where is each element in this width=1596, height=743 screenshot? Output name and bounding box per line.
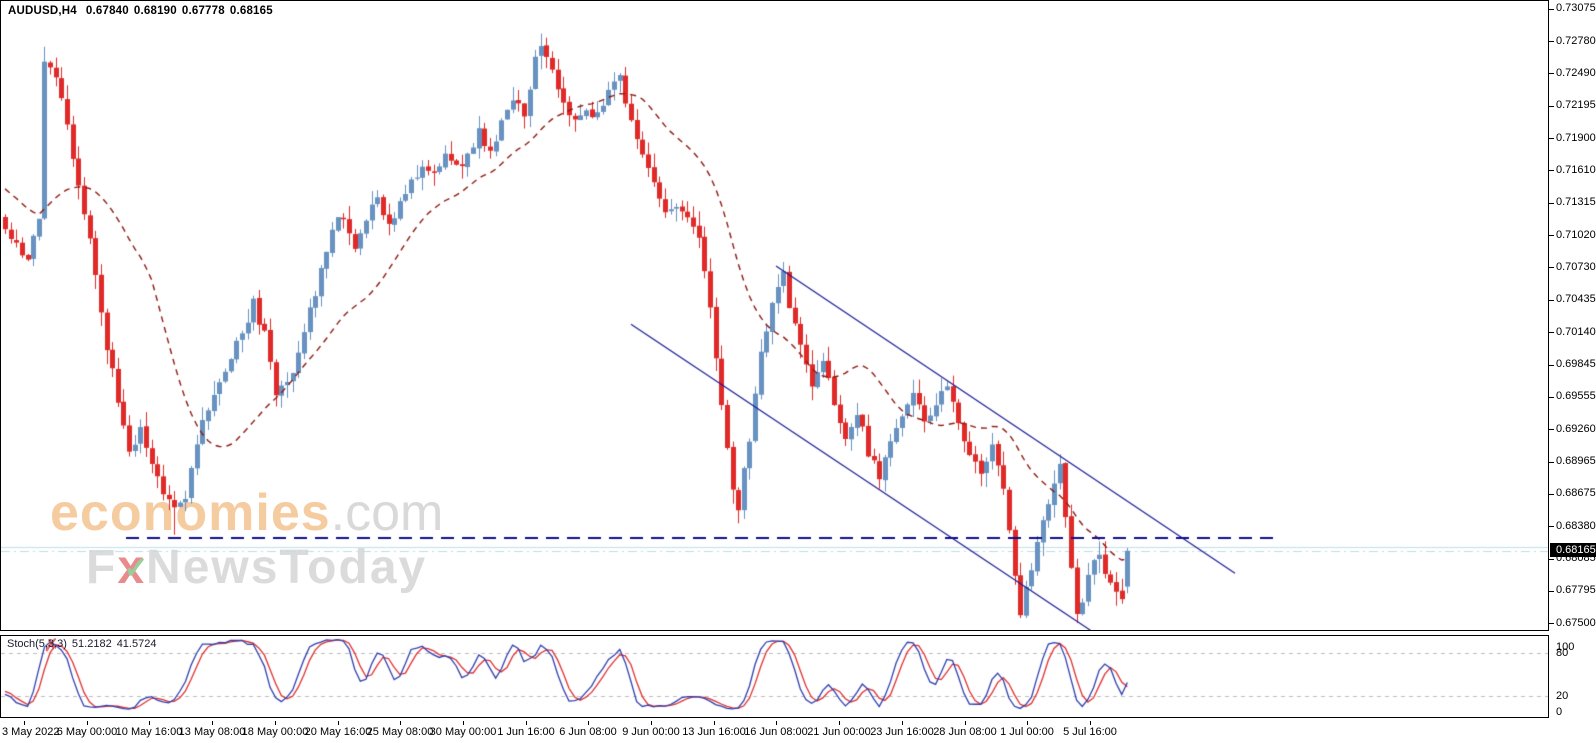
price-tick-mark: [1549, 559, 1554, 560]
stochastic-panel: [0, 635, 1549, 718]
time-tick-mark: [1027, 721, 1028, 725]
time-tick-label: 10 May 16:00: [115, 726, 183, 738]
price-tick-label: 0.72780: [1556, 35, 1596, 47]
time-tick-mark: [776, 721, 777, 725]
price-tick-label: 0.68965: [1556, 455, 1596, 467]
price-tick-mark: [1549, 170, 1554, 171]
low-value: 0.67778: [181, 5, 225, 17]
current-price-badge: 0.68165: [1550, 543, 1596, 557]
stoch-indicator-label: Stoch(5,3,3) 51.2182 41.5724: [7, 638, 161, 650]
chart-ohlc-title: AUDUSD,H4 0.67840 0.68190 0.67778 0.68165: [8, 5, 278, 17]
time-tick-label: 18 May 00:00: [241, 726, 309, 738]
time-tick-label: 6 Jun 08:00: [559, 726, 617, 738]
time-tick-label: 25 May 08:00: [366, 726, 434, 738]
time-tick-mark: [24, 721, 25, 725]
time-tick-label: 5 Jul 16:00: [1063, 726, 1117, 738]
time-tick-label: 21 Jun 00:00: [807, 726, 871, 738]
stoch-scale-label: 80: [1556, 647, 1569, 659]
price-tick-mark: [1549, 138, 1554, 139]
price-tick-mark: [1549, 300, 1554, 301]
high-value: 0.68190: [133, 5, 177, 17]
time-tick-label: 3 May 2022: [2, 726, 60, 738]
time-tick-mark: [526, 721, 527, 725]
price-tick-mark: [1549, 106, 1554, 107]
stoch-chart-canvas[interactable]: [1, 636, 1548, 717]
price-tick-mark: [1549, 203, 1554, 204]
time-tick-mark: [463, 721, 464, 725]
close-value: 0.68165: [229, 5, 273, 17]
price-tick-label: 0.69555: [1556, 390, 1596, 402]
price-tick-mark: [1549, 494, 1554, 495]
price-tick-label: 0.67795: [1556, 584, 1596, 596]
price-tick-label: 0.71315: [1556, 196, 1596, 208]
price-axis[interactable]: 0.68165 0.73075 0.72780 0.72490 0.72195 0.71…: [1549, 0, 1596, 721]
time-tick-mark: [588, 721, 589, 725]
time-tick-label: 13 May 08:00: [178, 726, 246, 738]
time-tick-mark: [839, 721, 840, 725]
time-tick-mark: [338, 721, 339, 725]
time-tick-mark: [902, 721, 903, 725]
open-value: 0.67840: [85, 5, 129, 17]
price-tick-mark: [1549, 365, 1554, 366]
stoch-scale-label: 0: [1556, 706, 1563, 718]
stoch-scale-label: 20: [1556, 690, 1569, 702]
time-tick-label: 30 May 00:00: [429, 726, 497, 738]
time-tick-label: 9 Jun 00:00: [622, 726, 680, 738]
stoch-name-label: Stoch(5,3,3): [7, 638, 67, 650]
price-chart-canvas[interactable]: [1, 1, 1548, 630]
price-tick-mark: [1549, 623, 1554, 624]
price-tick-mark: [1549, 332, 1554, 333]
watermark-x-mark-icon: ✗: [44, 636, 59, 655]
price-tick-mark: [1549, 526, 1554, 527]
price-tick-mark: [1549, 41, 1554, 42]
price-tick-label: 0.68380: [1556, 520, 1596, 532]
price-tick-label: 0.68675: [1556, 487, 1596, 499]
price-tick-label: 0.71610: [1556, 164, 1596, 176]
time-axis[interactable]: 3 May 2022 6 May 00:00 10 May 16:00 13 May …: [0, 721, 1549, 743]
time-tick-mark: [1090, 721, 1091, 725]
price-tick-label: 0.69260: [1556, 423, 1596, 435]
price-tick-mark: [1549, 397, 1554, 398]
time-tick-mark: [87, 721, 88, 725]
stoch-scale-label: 100: [1556, 641, 1575, 653]
price-tick-mark: [1549, 591, 1554, 592]
time-tick-label: 16 Jun 08:00: [744, 726, 808, 738]
time-tick-mark: [212, 721, 213, 725]
time-tick-mark: [651, 721, 652, 725]
time-tick-label: 23 Jun 16:00: [870, 726, 934, 738]
time-tick-mark: [275, 721, 276, 725]
price-tick-label: 0.67500: [1556, 617, 1596, 629]
time-tick-label: 28 Jun 08:00: [933, 726, 997, 738]
price-tick-label: 0.71900: [1556, 132, 1596, 144]
time-tick-label: 6 May 00:00: [56, 726, 118, 738]
main-chart-panel: [0, 0, 1549, 631]
price-tick-label: 0.70140: [1556, 326, 1596, 338]
symbol-timeframe-label: AUDUSD,H4: [8, 5, 77, 17]
price-tick-label: 0.69845: [1556, 358, 1596, 370]
price-tick-mark: [1549, 9, 1554, 10]
price-tick-mark: [1549, 235, 1554, 236]
time-tick-mark: [714, 721, 715, 725]
price-tick-mark: [1549, 73, 1554, 74]
price-tick-label: 0.70730: [1556, 261, 1596, 273]
price-tick-label: 0.72490: [1556, 67, 1596, 79]
time-tick-mark: [149, 721, 150, 725]
price-tick-label: 0.70435: [1556, 293, 1596, 305]
time-tick-mark: [400, 721, 401, 725]
price-tick-mark: [1549, 267, 1554, 268]
time-tick-label: 1 Jul 00:00: [1000, 726, 1054, 738]
time-tick-label: 20 May 16:00: [304, 726, 372, 738]
price-tick-mark: [1549, 462, 1554, 463]
price-tick-label: 0.72195: [1556, 99, 1596, 111]
price-tick-label: 0.71020: [1556, 229, 1596, 241]
time-tick-label: 1 Jun 16:00: [497, 726, 555, 738]
stoch-d-value: 41.5724: [116, 638, 157, 650]
price-tick-mark: [1549, 429, 1554, 430]
time-tick-label: 13 Jun 16:00: [682, 726, 746, 738]
price-tick-label: 0.73075: [1556, 2, 1596, 14]
time-tick-mark: [965, 721, 966, 725]
stoch-k-value: 51.2182: [71, 638, 112, 650]
